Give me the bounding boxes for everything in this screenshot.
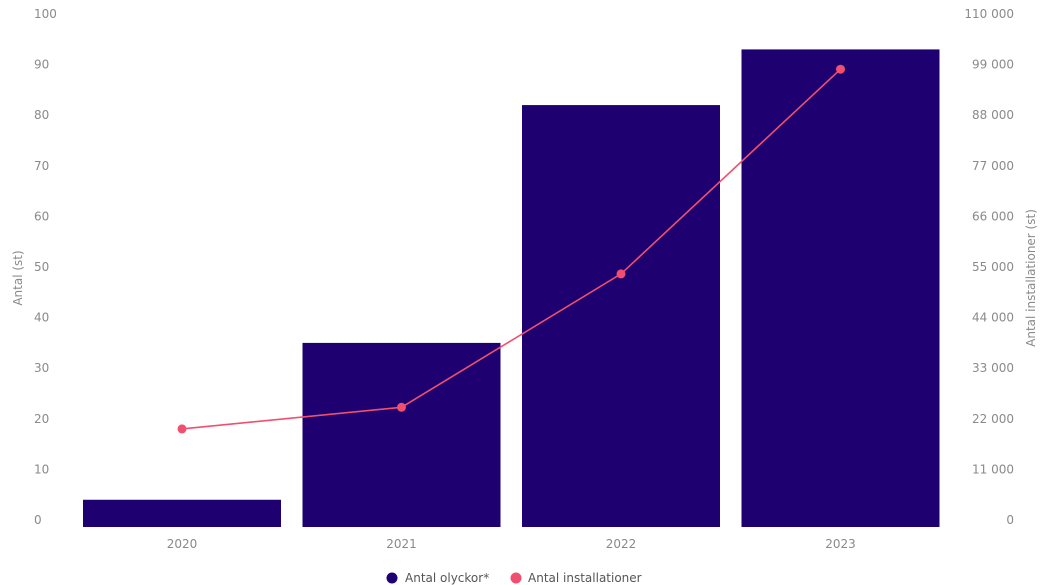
right-axis-ticks: 0 11 000 22 000 33 000 44 000 55 000 66 000 77 … <box>964 7 1014 527</box>
legend-swatch-accidents <box>386 572 398 584</box>
y2-tick-label: 55 000 <box>972 260 1014 274</box>
y-tick-label: 30 <box>34 361 49 375</box>
x-tick-label: 2020 <box>167 537 198 551</box>
installations-point-2022 <box>616 269 626 279</box>
y2-tick-label: 88 000 <box>972 108 1014 122</box>
y-tick-label: 80 <box>34 108 49 122</box>
x-tick-label: 2022 <box>606 537 637 551</box>
y2-tick-label: 110 000 <box>964 7 1014 21</box>
y2-tick-label: 22 000 <box>972 412 1014 426</box>
legend-label-accidents: Antal olyckor* <box>405 571 489 585</box>
y2-tick-label: 77 000 <box>972 159 1014 173</box>
y2-tick-label: 0 <box>1006 513 1014 527</box>
legend: Antal olyckor* Antal installationer <box>386 571 642 585</box>
installations-line <box>181 68 842 430</box>
installations-point-2021 <box>397 402 406 412</box>
bars-layer <box>83 49 940 528</box>
line-layer <box>177 64 845 434</box>
y2-tick-label: 66 000 <box>972 209 1014 223</box>
y-tick-label: 90 <box>34 58 49 72</box>
y-tick-label: 70 <box>34 159 49 173</box>
y2-tick-label: 11 000 <box>972 462 1014 476</box>
y-axis-title: Antal (st) <box>11 250 25 305</box>
legend-swatch-installations <box>510 572 522 584</box>
y-tick-label: 50 <box>34 260 49 274</box>
bar-2023 <box>741 49 940 528</box>
bar-2021 <box>302 342 501 527</box>
y-tick-label: 10 <box>34 462 49 476</box>
bar-2022 <box>522 105 720 527</box>
left-axis-ticks: 0 10 20 30 40 50 60 70 80 90 100 <box>34 7 57 527</box>
bar-2020 <box>83 499 281 527</box>
y-tick-label: 20 <box>34 412 49 426</box>
y2-tick-label: 44 000 <box>972 311 1014 325</box>
x-tick-label: 2021 <box>386 537 417 551</box>
y-tick-label: 40 <box>34 311 49 325</box>
y2-tick-label: 33 000 <box>972 361 1014 375</box>
y-tick-label: 0 <box>34 513 42 527</box>
x-axis-ticks: 2020 2021 2022 2023 <box>167 537 856 551</box>
y2-tick-label: 99 000 <box>972 58 1014 72</box>
y-tick-label: 100 <box>34 7 57 21</box>
y2-axis-title: Antal installationer (st) <box>1024 209 1038 347</box>
y-tick-label: 60 <box>34 209 49 223</box>
x-tick-label: 2023 <box>825 537 856 551</box>
installations-point-2020 <box>177 424 187 434</box>
legend-label-installations: Antal installationer <box>528 571 642 585</box>
installations-point-2023 <box>836 64 845 74</box>
